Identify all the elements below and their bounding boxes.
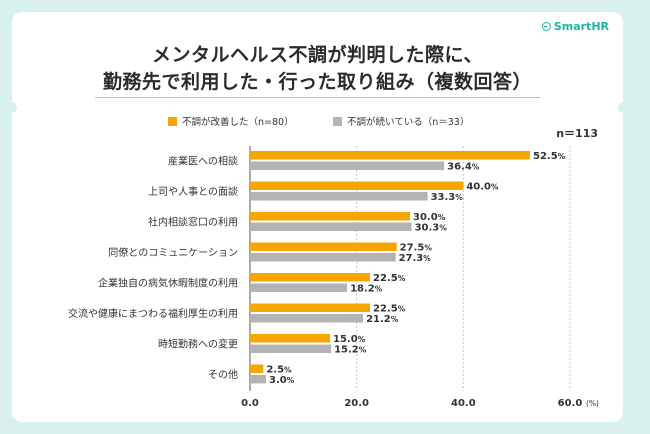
category-label-2: 上司や人事との面談 (148, 185, 238, 198)
data-label-s1-c3: 30.0% (413, 212, 446, 223)
bar-s1-c3 (250, 212, 410, 221)
data-label-s2-c1: 36.4% (447, 162, 480, 173)
data-label-s1-c8: 2.5% (266, 365, 292, 376)
x-unit-label: (%) (586, 399, 599, 408)
x-tick-label-1: 20.0 (344, 398, 369, 409)
bar-s2-c2 (250, 192, 428, 201)
bar-s2-c7 (250, 344, 332, 353)
bar-s2-c1 (250, 161, 445, 170)
category-label-6: 交流や健康にまつわる福利厚生の利用 (68, 307, 238, 320)
chart-title-line1: メンタルヘルス不調が判明した際に、 (152, 44, 483, 66)
bar-s1-c7 (250, 334, 330, 343)
brand-logo: SmartHR (541, 20, 609, 33)
category-label-8: その他 (208, 368, 238, 381)
title-divider (95, 97, 540, 98)
legend-label-1: 不調が改善した（n=80） (182, 116, 294, 128)
category-label-1: 産業医への相談 (168, 155, 238, 168)
legend-label-2: 不調が続いている（n＝33） (347, 116, 469, 128)
card-notch-left (6, 102, 17, 113)
x-tick-label-0: 0.0 (241, 398, 259, 409)
data-label-s1-c7: 15.0% (333, 334, 366, 345)
category-label-4: 同僚とのコミュニケーション (108, 246, 238, 259)
bar-s2-c4 (250, 253, 396, 262)
data-label-s1-c4: 27.5% (400, 243, 433, 254)
smarthr-logo-icon (541, 22, 551, 31)
data-label-s2-c2: 33.3% (431, 192, 464, 203)
data-label-s1-c1: 52.5% (533, 151, 566, 162)
bar-s2-c8 (250, 375, 266, 384)
category-label-3: 社内相談窓口の利用 (148, 216, 238, 229)
data-label-s2-c7: 15.2% (334, 345, 367, 356)
legend-swatch-2 (333, 117, 342, 126)
data-label-s2-c3: 30.3% (415, 223, 448, 234)
data-label-s1-c6: 22.5% (373, 304, 406, 315)
data-label-s2-c8: 3.0% (269, 375, 295, 386)
data-label-s1-c5: 22.5% (373, 273, 406, 284)
bar-s1-c2 (250, 181, 464, 190)
data-label-s2-c6: 21.2% (366, 314, 399, 325)
chart-title-line2: 勤務先で利用した・行った取り組み（複数回答） (102, 71, 532, 93)
category-label-5: 企業独自の病気休暇制度の利用 (98, 277, 238, 290)
bar-s1-c1 (250, 151, 530, 160)
card-notch-right (618, 102, 629, 113)
data-label-s2-c4: 27.3% (399, 253, 432, 264)
bar-s1-c4 (250, 242, 397, 251)
category-label-7: 時短勤務への変更 (158, 338, 238, 351)
bar-s1-c5 (250, 273, 370, 282)
bar-s2-c6 (250, 314, 364, 323)
sample-size-label: n＝113 (556, 127, 598, 140)
bar-s1-c8 (250, 364, 264, 373)
bar-s2-c5 (250, 283, 348, 292)
data-label-s1-c2: 40.0% (466, 182, 499, 193)
data-label-s2-c5: 18.2% (350, 284, 383, 295)
bar-s2-c3 (250, 222, 412, 231)
legend-swatch-1 (168, 117, 177, 126)
x-tick-label-2: 40.0 (451, 398, 476, 409)
bar-s1-c6 (250, 303, 370, 312)
brand-name: SmartHR (553, 20, 609, 33)
x-tick-label-3: 60.0 (558, 398, 583, 409)
